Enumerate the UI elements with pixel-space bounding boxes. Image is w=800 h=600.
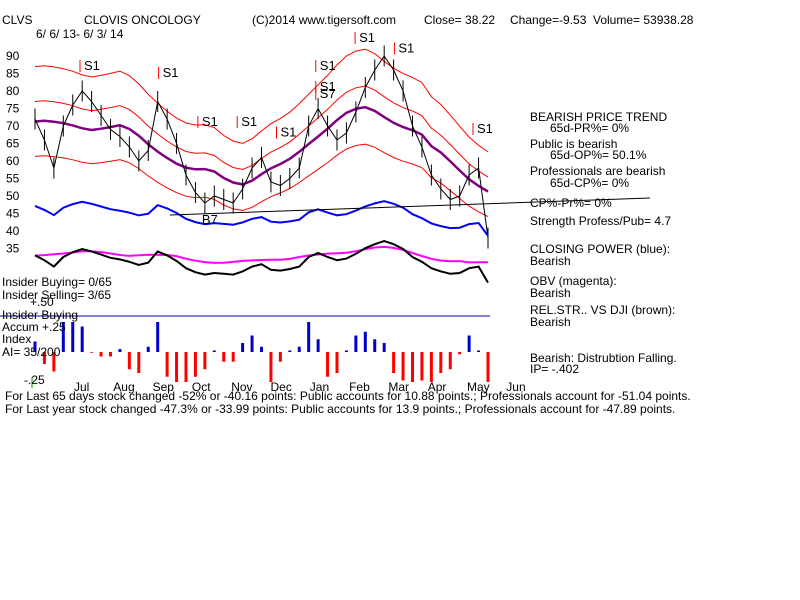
signal-label: S1 bbox=[84, 58, 100, 73]
signal-label: S1 bbox=[359, 30, 375, 45]
right-panel-line: REL.STR.. VS DJI (brown): bbox=[530, 303, 675, 317]
y-tick-label: 45 bbox=[6, 207, 20, 221]
y-tick-label: 70 bbox=[6, 119, 20, 133]
signal-label: S1 bbox=[477, 121, 493, 136]
price-y-axis: 90 85 80 75 70 65 60 55 50 45 40 35 bbox=[6, 49, 20, 256]
left-panel-line: Insider Buying bbox=[2, 308, 78, 322]
relative-strength-line bbox=[34, 239, 489, 284]
right-panel-line: Bearish bbox=[530, 286, 571, 300]
signal-label: S7 bbox=[320, 86, 336, 101]
price-close-line bbox=[34, 55, 489, 239]
lower-band bbox=[34, 143, 489, 218]
price-series bbox=[34, 45, 489, 249]
y-tick-label: 85 bbox=[6, 67, 20, 81]
close-value: Close= 38.22 bbox=[424, 13, 495, 27]
right-panel-line: Bearish bbox=[530, 315, 571, 329]
month-axis: Jul Aug Sep Oct Nov Dec Jan Feb Mar Apr May Jun bbox=[31, 377, 526, 394]
right-panel-line: Professionals are bearish bbox=[530, 164, 665, 178]
obv-line bbox=[34, 245, 489, 264]
y-tick-label: 60 bbox=[6, 154, 20, 168]
price-bands bbox=[34, 48, 489, 218]
right-panel-line: CP%-Pr%= 0% bbox=[530, 196, 612, 210]
x-tick-label-dec: Dec bbox=[271, 380, 292, 394]
left-panel-line: +.50 bbox=[30, 295, 54, 309]
x-tick-label-apr: Apr bbox=[428, 380, 447, 394]
indicator-lines bbox=[0, 197, 651, 317]
left-panel-line: AI= 35/200 bbox=[2, 345, 61, 359]
accumulation-histogram bbox=[33, 322, 490, 382]
volume-value: Volume= 53938.28 bbox=[593, 13, 694, 27]
signal-label: S1 bbox=[202, 114, 218, 129]
right-panel-line: OBV (magenta): bbox=[530, 274, 617, 288]
x-tick-label-jun: Jun bbox=[506, 380, 525, 394]
signal-label: B7 bbox=[202, 212, 218, 227]
right-panel-line: Strength Profess/Pub= 4.7 bbox=[530, 214, 671, 228]
signal-label: S1 bbox=[320, 79, 336, 94]
signal-label: S1 bbox=[281, 125, 297, 140]
left-panel-line: Insider Buying= 0/65 bbox=[2, 275, 112, 289]
left-panel-line: Insider Selling= 3/65 bbox=[2, 288, 111, 302]
copyright-label: (C)2014 www.tigersoft.com bbox=[252, 13, 396, 27]
x-tick-label-aug: Aug bbox=[113, 380, 134, 394]
change-value: Change=-9.53 bbox=[510, 13, 587, 27]
y-tick-label: 90 bbox=[6, 49, 20, 63]
x-tick-label-feb: Feb bbox=[349, 380, 370, 394]
right-panel-line: Public is bearish bbox=[530, 137, 617, 151]
x-tick-label-oct: Oct bbox=[192, 380, 211, 394]
x-tick-label-sep: Sep bbox=[153, 380, 175, 394]
ticker-label: CLVS bbox=[2, 13, 32, 27]
x-tick-label-may: May bbox=[467, 380, 490, 394]
right-panel-line: CLOSING POWER (blue): bbox=[530, 242, 670, 256]
x-tick-label-jul: Jul bbox=[74, 380, 89, 394]
x-tick-label-jan: Jan bbox=[310, 380, 329, 394]
signal-label: S1 bbox=[320, 58, 336, 73]
y-tick-label: 75 bbox=[6, 102, 20, 116]
x-tick-label-nov: Nov bbox=[231, 380, 252, 394]
right-panel-line: Bearish: Distrubtion Falling. bbox=[530, 351, 677, 365]
right-panel-line: 65d-OP%= 50.1% bbox=[550, 148, 647, 162]
right-panel-line: Bearish bbox=[530, 254, 571, 268]
right-panel-line: 65d-CP%= 0% bbox=[550, 176, 629, 190]
left-panel-line: -.25 bbox=[24, 373, 45, 387]
left-panel-line: Index bbox=[2, 332, 31, 346]
x-tick-label-mar: Mar bbox=[388, 380, 409, 394]
right-panel-line: 65d-PR%= 0% bbox=[550, 121, 629, 135]
trend-line bbox=[169, 197, 651, 216]
signal-label: S1 bbox=[163, 65, 179, 80]
right-panel-line: BEARISH PRICE TREND bbox=[530, 110, 667, 124]
y-tick-label: 65 bbox=[6, 137, 20, 151]
footer-line-65d: For Last 65 days stock changed -52% or -… bbox=[5, 389, 691, 403]
y-tick-label: 80 bbox=[6, 84, 20, 98]
y-tick-label: 50 bbox=[6, 189, 20, 203]
y-tick-label: 35 bbox=[6, 242, 20, 256]
closing-power-line bbox=[34, 200, 489, 237]
footer-line-year: For Last year stock changed -47.3% or -3… bbox=[5, 402, 675, 416]
signal-label: S1 bbox=[241, 114, 257, 129]
signal-label: S1 bbox=[398, 41, 414, 56]
y-tick-label: 40 bbox=[6, 224, 20, 238]
left-panel-line: Accum +.25 bbox=[2, 320, 66, 334]
right-panel-line: IP= -.402 bbox=[530, 362, 579, 376]
company-name: CLOVIS ONCOLOGY bbox=[84, 13, 201, 27]
y-tick-label: 55 bbox=[6, 172, 20, 186]
date-range: 6/ 6/ 13- 6/ 3/ 14 bbox=[36, 27, 124, 41]
upper-band bbox=[34, 48, 489, 153]
